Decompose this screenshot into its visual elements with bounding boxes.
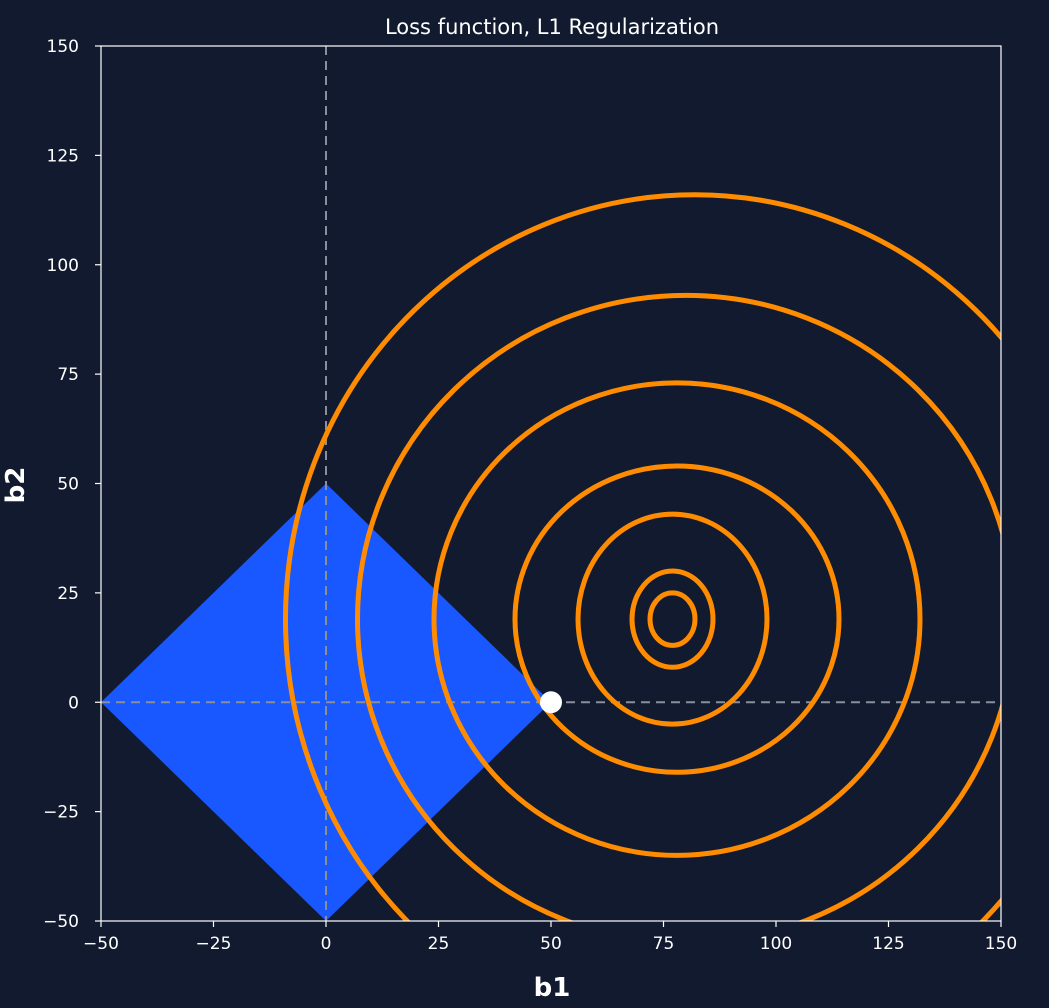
y-tick-label: −50 <box>43 912 79 932</box>
y-tick-label: 125 <box>47 146 79 166</box>
y-tick-label: 100 <box>47 256 79 276</box>
x-tick-label: 100 <box>760 934 792 954</box>
x-tick-label: 125 <box>872 934 904 954</box>
loss-contour-3 <box>575 511 770 727</box>
y-tick-label: 0 <box>68 693 79 713</box>
x-tick-label: 50 <box>540 934 562 954</box>
chart-title: Loss function, L1 Regularization <box>385 15 719 39</box>
y-axis-label: b2 <box>1 467 31 504</box>
loss-contour-5 <box>431 380 923 858</box>
x-tick-label: 150 <box>985 934 1017 954</box>
x-tick-label: 0 <box>321 934 332 954</box>
y-tick-label: −25 <box>43 803 79 823</box>
x-axis-label: b1 <box>534 973 571 1003</box>
loss-contour-6 <box>355 292 1001 921</box>
x-tick-label: −50 <box>83 934 119 954</box>
y-tick-label: 150 <box>47 37 79 57</box>
x-tick-label: −25 <box>196 934 232 954</box>
loss-contour-2 <box>629 568 716 670</box>
solution-point <box>540 691 562 714</box>
x-tick-label: 25 <box>428 934 450 954</box>
loss-contour-4 <box>512 463 842 775</box>
y-tick-label: 50 <box>57 475 79 495</box>
y-tick-label: 25 <box>57 584 79 604</box>
y-tick-label: 75 <box>57 365 79 385</box>
loss-contour-7 <box>283 192 1001 921</box>
loss-contour-1 <box>647 590 698 648</box>
x-tick-label: 75 <box>653 934 675 954</box>
